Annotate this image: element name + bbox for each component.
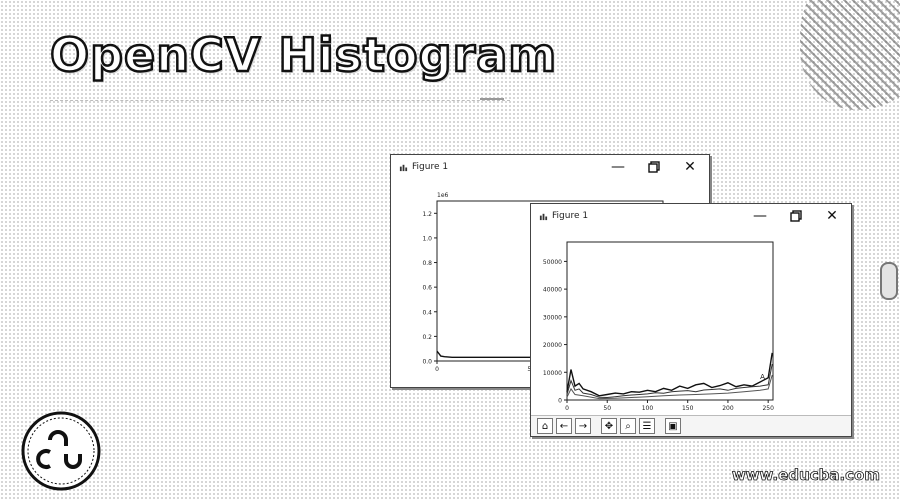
x-tick-label: 150 bbox=[682, 405, 694, 412]
y-tick-label: 30000 bbox=[543, 314, 562, 321]
y-tick-label: 1.2 bbox=[422, 211, 432, 218]
restore-icon[interactable] bbox=[783, 206, 809, 226]
y-tick-label: 0.2 bbox=[422, 334, 432, 341]
app-icon bbox=[399, 164, 408, 171]
x-tick-label: 100 bbox=[642, 405, 654, 412]
series-line-1 bbox=[566, 352, 773, 397]
close-icon[interactable]: ✕ bbox=[826, 208, 838, 224]
y-tick-label: 0.8 bbox=[422, 260, 432, 267]
y-tick-label: 20000 bbox=[543, 342, 562, 349]
x-tick-label: 0 bbox=[565, 405, 569, 412]
histogram-chart-front: 0 10000 20000 30000 40000 50000 0 50 100 150 200 25… bbox=[543, 241, 774, 412]
figure-window-front[interactable]: Figure 1 — ✕ 0 10000 20000 30000 40000 50000 0… bbox=[530, 203, 852, 437]
zoom-icon[interactable]: ⌕ bbox=[620, 418, 636, 434]
offset-label: 1e6 bbox=[437, 192, 449, 199]
y-tick-label: 0 bbox=[558, 398, 562, 405]
home-icon[interactable]: ⌂ bbox=[537, 418, 553, 434]
window-title: Figure 1 bbox=[412, 162, 449, 172]
corner-decoration bbox=[800, 0, 900, 110]
series-line-2 bbox=[566, 363, 773, 399]
app-icon bbox=[539, 213, 548, 220]
window-title: Figure 1 bbox=[552, 211, 589, 221]
save-icon[interactable]: ▣ bbox=[665, 418, 681, 434]
educba-logo bbox=[21, 411, 101, 491]
y-tick-label: 10000 bbox=[543, 370, 562, 377]
minimize-icon[interactable]: — bbox=[753, 208, 767, 224]
close-icon[interactable]: ✕ bbox=[684, 159, 696, 175]
window-titlebar[interactable]: Figure 1 — ✕ bbox=[531, 204, 851, 228]
y-tick-label: 40000 bbox=[543, 287, 562, 294]
title-underline bbox=[50, 100, 510, 101]
side-tab-decoration bbox=[880, 262, 898, 300]
series-line-3 bbox=[566, 374, 773, 400]
footer-url[interactable]: www.educba.com bbox=[731, 466, 880, 485]
annotation-label: A bbox=[760, 373, 765, 381]
x-tick-label: 250 bbox=[762, 405, 774, 412]
plot-frame bbox=[566, 241, 774, 401]
title-underline-accent bbox=[480, 98, 504, 100]
pan-icon[interactable]: ✥ bbox=[601, 418, 617, 434]
window-titlebar[interactable]: Figure 1 — ✕ bbox=[391, 155, 709, 179]
y-tick-label: 0.0 bbox=[422, 359, 432, 366]
x-tick-label: 0 bbox=[435, 366, 439, 373]
x-tick-label: 200 bbox=[722, 405, 734, 412]
back-arrow-icon[interactable]: ← bbox=[556, 418, 572, 434]
y-tick-label: 0.6 bbox=[422, 285, 432, 292]
y-tick-label: 0.4 bbox=[422, 309, 432, 316]
restore-icon[interactable] bbox=[641, 157, 667, 177]
minimize-icon[interactable]: — bbox=[611, 159, 625, 175]
configure-subplots-icon[interactable]: ☰ bbox=[639, 418, 655, 434]
forward-arrow-icon[interactable]: → bbox=[575, 418, 591, 434]
x-tick-label: 50 bbox=[603, 405, 611, 412]
matplotlib-toolbar: ⌂ ← → ✥ ⌕ ☰ ▣ bbox=[531, 415, 851, 436]
y-tick-label: 50000 bbox=[543, 259, 562, 266]
page-title: OpenCV Histogram bbox=[49, 27, 558, 84]
y-tick-label: 1.0 bbox=[422, 235, 432, 242]
